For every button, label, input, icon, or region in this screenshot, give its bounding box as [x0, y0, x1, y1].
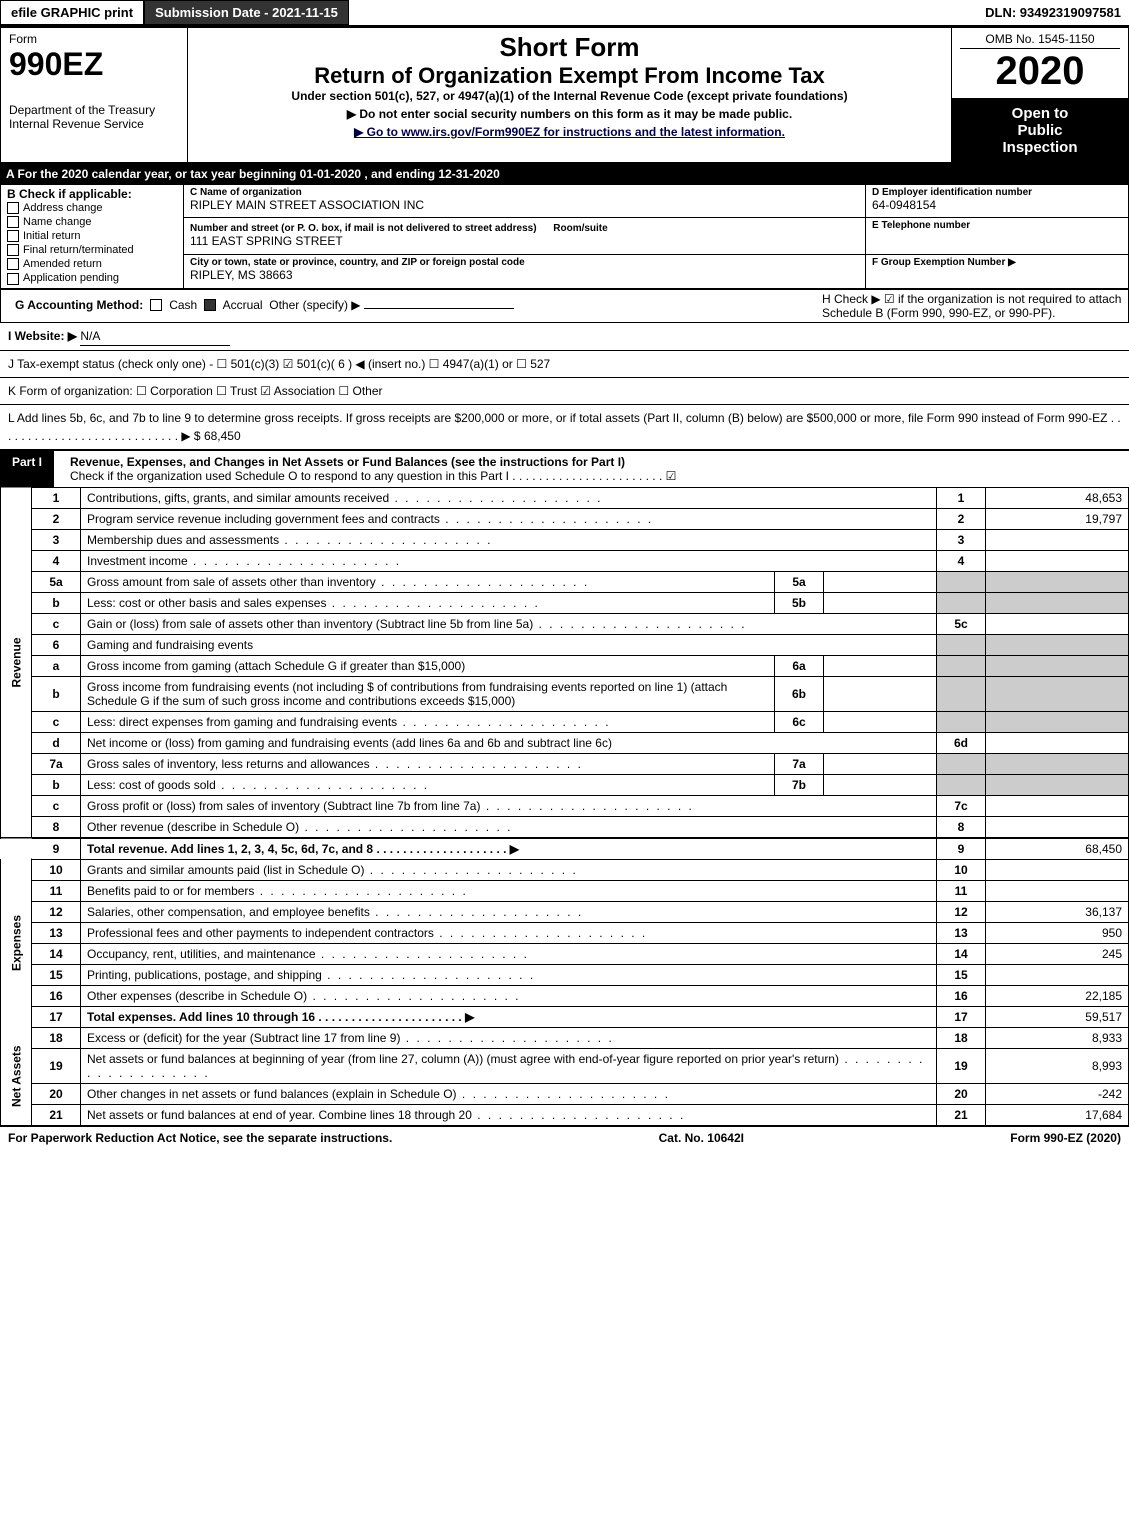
line5c-amount: [986, 613, 1129, 634]
under-section: Under section 501(c), 527, or 4947(a)(1)…: [196, 89, 943, 103]
line18-amount: 8,933: [986, 1027, 1129, 1048]
line8-amount: [986, 816, 1129, 838]
city-label: City or town, state or province, country…: [190, 257, 859, 268]
item-g: G Accounting Method:: [15, 298, 143, 312]
items-gh: G Accounting Method: Cash Accrual Other …: [0, 289, 1129, 323]
lines-table: Revenue 1 Contributions, gifts, grants, …: [0, 487, 1129, 1126]
inspection-box: Open to Public Inspection: [952, 99, 1128, 162]
street-address: 111 EAST SPRING STREET: [190, 234, 859, 248]
dln: DLN: 93492319097581: [977, 1, 1129, 24]
c-label: C Name of organization: [190, 187, 859, 198]
check-amended[interactable]: Amended return: [7, 257, 177, 271]
short-form-title: Short Form: [196, 32, 943, 63]
entity-table: B Check if applicable: Address change Na…: [0, 184, 1129, 289]
line11-amount: [986, 880, 1129, 901]
item-h: H Check ▶ ☑ if the organization is not r…: [822, 292, 1122, 320]
tax-year: 2020: [960, 49, 1120, 94]
line7c-amount: [986, 795, 1129, 816]
item-i: I Website: ▶: [8, 329, 77, 343]
dept-treasury: Department of the Treasury: [9, 103, 179, 117]
irs: Internal Revenue Service: [9, 117, 179, 131]
footer-center: Cat. No. 10642I: [659, 1131, 744, 1145]
revenue-label: Revenue: [1, 487, 32, 838]
submission-date: Submission Date - 2021-11-15: [144, 0, 349, 25]
e-label: E Telephone number: [872, 220, 1122, 231]
org-name: RIPLEY MAIN STREET ASSOCIATION INC: [190, 198, 859, 212]
netassets-label: Net Assets: [1, 1027, 32, 1125]
check-address[interactable]: Address change: [7, 201, 177, 215]
d-label: D Employer identification number: [872, 187, 1122, 198]
return-title: Return of Organization Exempt From Incom…: [196, 63, 943, 89]
efile-print-button[interactable]: efile GRAPHIC print: [0, 0, 144, 25]
goto-link[interactable]: ▶ Go to www.irs.gov/Form990EZ for instru…: [196, 125, 943, 139]
section-a-period: A For the 2020 calendar year, or tax yea…: [0, 164, 1129, 184]
form-header: Form 990EZ Department of the Treasury In…: [0, 27, 1129, 164]
line17-amount: 59,517: [986, 1006, 1129, 1027]
part1-title: Revenue, Expenses, and Changes in Net As…: [70, 455, 625, 469]
check-final[interactable]: Final return/terminated: [7, 243, 177, 257]
item-k: K Form of organization: ☐ Corporation ☐ …: [0, 378, 1129, 405]
form-number: 990EZ: [9, 46, 179, 83]
check-pending[interactable]: Application pending: [7, 271, 177, 285]
line3-amount: [986, 529, 1129, 550]
line21-amount: 17,684: [986, 1104, 1129, 1125]
form-label: Form: [9, 32, 179, 46]
item-j: J Tax-exempt status (check only one) - ☐…: [0, 351, 1129, 378]
line15-amount: [986, 964, 1129, 985]
top-bar: efile GRAPHIC print Submission Date - 20…: [0, 0, 1129, 27]
expenses-label: Expenses: [1, 859, 32, 1027]
f-label: F Group Exemption Number ▶: [872, 257, 1122, 268]
part1-label: Part I: [0, 451, 54, 487]
line1-amount: 48,653: [986, 487, 1129, 508]
line6d-amount: [986, 732, 1129, 753]
check-b-title: B Check if applicable:: [7, 187, 177, 201]
part1-check: Check if the organization used Schedule …: [70, 469, 676, 483]
ein: 64-0948154: [872, 198, 1122, 212]
line2-amount: 19,797: [986, 508, 1129, 529]
line4-amount: [986, 550, 1129, 571]
footer-left: For Paperwork Reduction Act Notice, see …: [8, 1131, 392, 1145]
line9-amount: 68,450: [986, 838, 1129, 860]
line20-amount: -242: [986, 1083, 1129, 1104]
ssn-warning: ▶ Do not enter social security numbers o…: [196, 107, 943, 121]
room-label: Room/suite: [553, 223, 607, 234]
website: N/A: [80, 327, 230, 346]
footer-right: Form 990-EZ (2020): [1010, 1131, 1121, 1145]
line13-amount: 950: [986, 922, 1129, 943]
line19-amount: 8,993: [986, 1048, 1129, 1083]
line10-amount: [986, 859, 1129, 880]
page-footer: For Paperwork Reduction Act Notice, see …: [0, 1126, 1129, 1149]
line14-amount: 245: [986, 943, 1129, 964]
check-name[interactable]: Name change: [7, 215, 177, 229]
line12-amount: 36,137: [986, 901, 1129, 922]
check-initial[interactable]: Initial return: [7, 229, 177, 243]
city-state-zip: RIPLEY, MS 38663: [190, 268, 859, 282]
addr-label: Number and street (or P. O. box, if mail…: [190, 223, 537, 234]
line16-amount: 22,185: [986, 985, 1129, 1006]
item-l: L Add lines 5b, 6c, and 7b to line 9 to …: [0, 405, 1129, 451]
omb-number: OMB No. 1545-1150: [960, 32, 1120, 49]
